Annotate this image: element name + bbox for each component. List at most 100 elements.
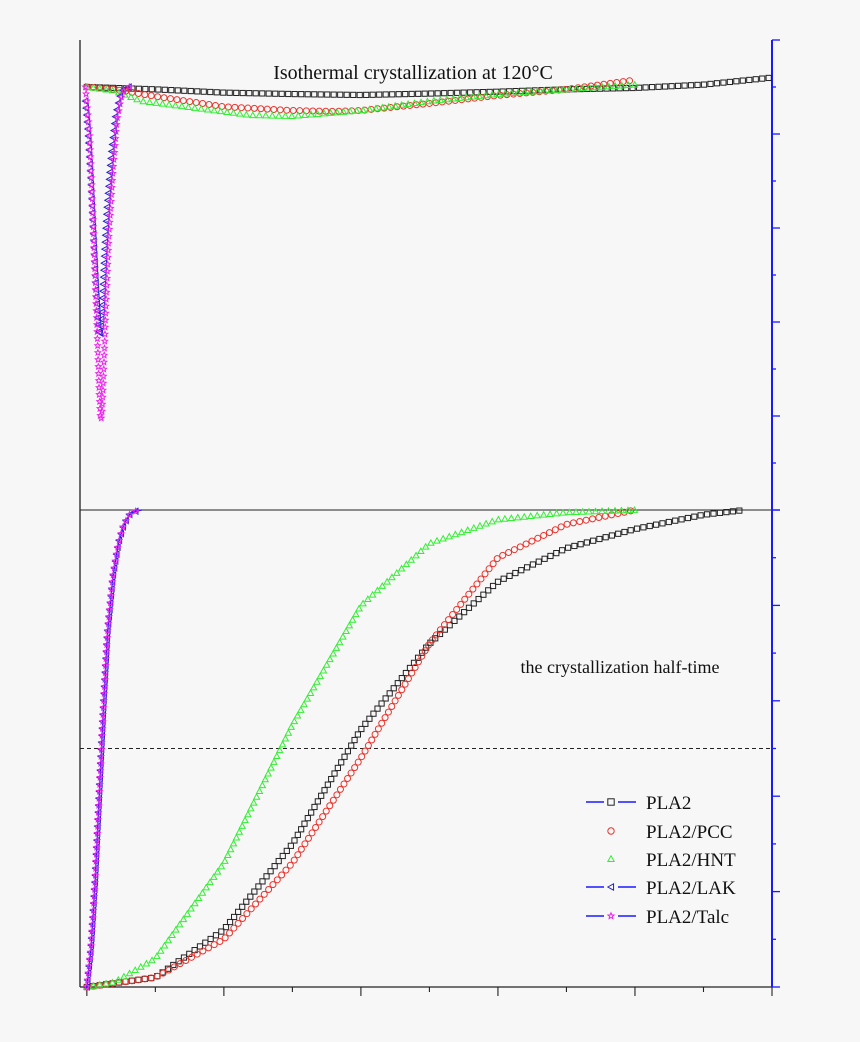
data-point (501, 89, 509, 97)
data-point (661, 83, 669, 90)
data-point (93, 348, 102, 357)
data-point (383, 577, 391, 585)
data-point (95, 773, 105, 781)
data-point (674, 82, 682, 89)
data-point (329, 649, 338, 657)
data-point (93, 341, 102, 350)
data-point (534, 534, 542, 542)
data-point (522, 89, 530, 97)
data-point (290, 717, 299, 725)
data-point (308, 829, 316, 837)
data-point (87, 166, 96, 175)
data-point (577, 541, 584, 548)
data-point (402, 90, 409, 98)
legend-marker (607, 798, 615, 806)
data-point (455, 93, 464, 101)
data-point (230, 913, 238, 921)
data-point (95, 787, 104, 795)
data-point (739, 77, 746, 84)
data-point (168, 931, 176, 938)
data-point (107, 190, 116, 198)
data-point (352, 610, 360, 618)
data-point (391, 101, 400, 109)
data-point (347, 769, 355, 777)
data-point (134, 89, 142, 97)
data-point (165, 966, 173, 974)
series-pla2-talc (82, 506, 142, 991)
data-point (528, 537, 536, 545)
legend-item-pla2: PLA2 (586, 793, 691, 814)
data-point (596, 535, 603, 543)
data-point (92, 313, 101, 322)
data-point (248, 111, 257, 119)
data-point (481, 91, 490, 99)
data-point (105, 225, 114, 233)
data-point (417, 547, 425, 555)
data-point (88, 215, 98, 224)
data-point (237, 104, 245, 112)
data-point (186, 950, 193, 957)
data-point (362, 720, 369, 727)
data-point (91, 278, 100, 287)
data-point (539, 510, 548, 518)
data-point (119, 86, 128, 95)
data-point (92, 843, 101, 851)
data-point (100, 343, 109, 352)
data-point (155, 86, 162, 93)
data-point (726, 78, 733, 86)
data-point (752, 76, 759, 83)
data-point (258, 781, 267, 789)
data-point (93, 334, 102, 343)
data-point (320, 109, 329, 117)
data-point (615, 530, 622, 537)
data-point (723, 509, 730, 516)
data-point (494, 578, 502, 585)
data-point (417, 98, 425, 106)
data-point (351, 764, 359, 772)
data-point (226, 918, 234, 926)
data-point (247, 804, 255, 812)
data-point (694, 81, 701, 89)
data-point (98, 392, 107, 401)
data-point (246, 90, 253, 97)
data-point (341, 753, 348, 760)
data-point (507, 514, 516, 522)
legend-symbol (586, 798, 636, 806)
data-point (291, 90, 298, 98)
data-point (224, 103, 232, 111)
data-point (175, 920, 184, 928)
data-point (265, 90, 272, 97)
data-point (276, 106, 284, 114)
data-point (520, 88, 529, 96)
data-point (339, 107, 348, 115)
data-point (273, 876, 281, 884)
legend-label: PLA2/HNT (646, 850, 736, 871)
data-point (326, 108, 335, 116)
data-point (263, 873, 270, 880)
data-point (598, 82, 607, 90)
legend-marker (607, 827, 615, 835)
data-point (617, 506, 626, 514)
data-point (339, 632, 347, 640)
data-point (260, 890, 268, 898)
data-point (97, 738, 106, 746)
data-point (81, 82, 90, 91)
data-point (265, 885, 273, 893)
data-point (566, 85, 574, 93)
data-point (101, 301, 111, 310)
data-point (585, 83, 594, 91)
data-point (231, 103, 239, 111)
data-point (703, 511, 711, 518)
data-point (192, 99, 200, 107)
data-point (345, 621, 354, 629)
data-point (178, 102, 186, 110)
data-point (348, 742, 355, 749)
data-point (108, 577, 117, 586)
data-point (199, 947, 207, 955)
data-point (318, 792, 325, 799)
data-point (170, 961, 177, 969)
data-point (587, 82, 595, 90)
data-point (270, 757, 278, 765)
